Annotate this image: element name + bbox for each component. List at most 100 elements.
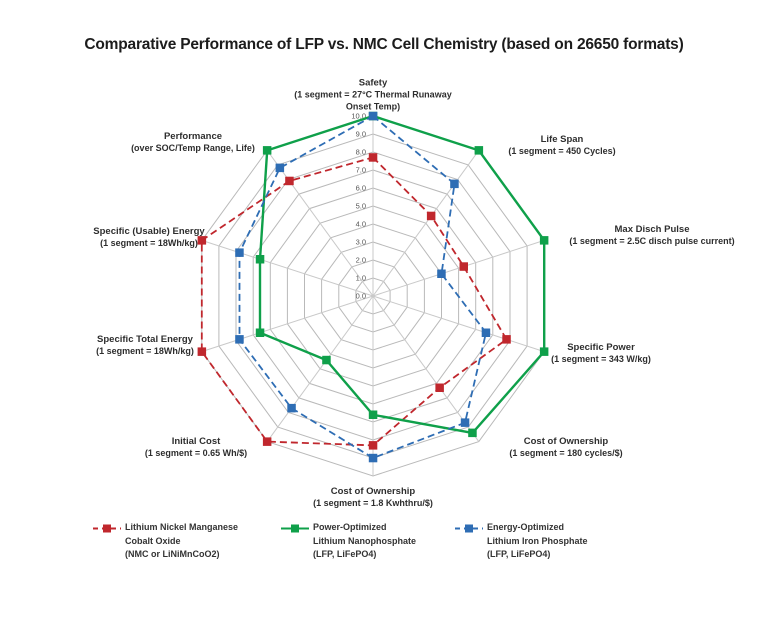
legend-marker-nmc-icon (93, 524, 121, 533)
axis-name: Safety (358, 77, 388, 89)
radial-tick-label: 2.0 (356, 256, 366, 265)
legend-label: Power-Optimized Lithium Nanophosphate (LFP… (313, 521, 416, 562)
axis-label-max-disch-pulse: Max Disch Pulse (1 segment = 2.5C disch p… (532, 224, 768, 248)
axis-name: Specific Total Energy (97, 334, 193, 346)
axis-label-safety: Safety (1 segment = 27°C Thermal Runaway … (286, 78, 461, 113)
axis-name: Initial Cost (171, 436, 221, 448)
axis-segment-note: (1 segment = 18Wh/kg) (100, 238, 198, 249)
series-nmc-marker (262, 437, 272, 446)
series-lfp-power-marker (255, 328, 265, 337)
radial-tick-label: 8.0 (356, 148, 366, 157)
axis-segment-note: (1 segment = 2.5C disch pulse current) (569, 236, 735, 247)
series-lfp-power-marker (539, 236, 549, 245)
legend-label: Energy-Optimized Lithium Iron Phosphate (L… (487, 521, 588, 562)
series-lfp-power-line (258, 114, 546, 435)
series-lfp-energy-marker (460, 418, 470, 427)
series-lfp-energy-marker (287, 403, 296, 413)
legend-label-line: (LFP, LiFePO4) (313, 549, 377, 559)
series-nmc-marker (435, 383, 444, 392)
axis-name: Life Span (540, 134, 584, 146)
radial-tick-label: 3.0 (356, 238, 366, 247)
series-nmc-marker (285, 176, 294, 186)
axis-segment-note: (1 segment = 27°C Thermal Runaway Onset … (294, 89, 452, 112)
radial-tick-label: 4.0 (356, 220, 366, 229)
axis-name: Specific Power (567, 342, 635, 354)
radial-tick-label: 9.0 (356, 130, 366, 139)
axis-segment-note: (1 segment = 343 W/kg) (551, 354, 651, 365)
axis-spoke (266, 150, 374, 297)
axis-name: Max Disch Pulse (614, 224, 690, 236)
axis-segment-note: (1 segment = 0.65 Wh/$) (144, 448, 248, 459)
chart-title: Comparative Performance of LFP vs. NMC C… (84, 36, 684, 53)
axis-segment-note: (1 segment = 450 Cycles) (508, 146, 616, 157)
legend-label-line: Power-Optimized (313, 522, 387, 532)
series-nmc-marker (502, 335, 511, 344)
series-lfp-power-marker (262, 146, 272, 155)
series-lfp-energy-marker (368, 453, 378, 463)
legend-entry-lfp-energy: Energy-Optimized Lithium Iron Phosphate (L… (455, 521, 588, 562)
legend-label-line: (NMC or LiNiMnCoO2) (125, 549, 220, 559)
legend-label-line: Lithium Iron Phosphate (487, 535, 588, 546)
axis-label-cost-of-ownership-cycles: Cost of Ownership (1 segment = 180 cycles… (471, 436, 661, 460)
axis-segment-note: (over SOC/Temp Range, Life) (131, 143, 255, 154)
series-nmc-marker (197, 236, 207, 245)
legend-marker-lfp-energy-icon (455, 524, 483, 533)
series-lfp-power-marker (255, 255, 265, 264)
radial-tick-label: 6.0 (356, 184, 366, 193)
radial-tick-label: 1.0 (356, 274, 366, 283)
axis-name: Performance (163, 131, 223, 143)
legend-label-line: Energy-Optimized (487, 522, 565, 532)
series-nmc-marker (368, 441, 378, 450)
legend-entry-nmc: Lithium Nickel Manganese Cobalt Oxide (NMC… (93, 521, 238, 562)
axis-spoke (372, 295, 480, 442)
legend-label: Lithium Nickel Manganese Cobalt Oxide (NMC… (125, 521, 238, 562)
series-lfp-power-marker (468, 428, 477, 438)
axis-label-specific-power: Specific Power (1 segment = 343 W/kg) (516, 342, 686, 366)
legend-label-line: (LFP, LiFePO4) (487, 549, 551, 559)
axis-spoke (372, 150, 480, 297)
axis-segment-note: (1 segment = 180 cycles/$) (509, 448, 623, 459)
axis-label-performance: Performance (over SOC/Temp Range, Life) (98, 131, 288, 155)
series-nmc-line (200, 156, 508, 447)
radial-tick-label: 7.0 (356, 166, 366, 175)
series-lfp-energy-marker (481, 328, 491, 337)
axis-spoke (201, 239, 374, 297)
series-lfp-energy-marker (450, 179, 459, 189)
series-lfp-energy-marker (235, 335, 244, 344)
axis-label-life-span: Life Span (1 segment = 450 Cycles) (467, 134, 657, 158)
radial-tick-label: 0.0 (356, 292, 366, 301)
radial-tick-label: 10.0 (351, 112, 366, 121)
series-lfp-power-marker (474, 146, 484, 155)
legend-label-line: Cobalt Oxide (125, 535, 181, 546)
axis-name: Specific (Usable) Energy (93, 226, 205, 238)
axis-label-specific-usable-energy: Specific (Usable) Energy (1 segment = 18W… (62, 226, 237, 250)
axis-spoke (372, 239, 545, 297)
series-lfp-power-marker (368, 410, 378, 419)
axis-spoke (201, 295, 374, 353)
radial-tick-label: 5.0 (356, 202, 366, 211)
series-nmc-marker (368, 153, 378, 162)
axis-spoke (266, 295, 374, 442)
axis-name: Cost of Ownership (330, 486, 416, 498)
legend-label-line: Lithium Nanophosphate (313, 535, 416, 546)
axis-label-cost-of-ownership-kwh: Cost of Ownership (1 segment = 1.8 Kwhthr… (268, 486, 478, 510)
series-nmc-marker (426, 211, 436, 221)
series-lfp-power-marker (322, 355, 331, 365)
series-lfp-energy-marker (368, 111, 378, 121)
series-lfp-power-marker (539, 347, 549, 356)
series-lfp-energy-marker (437, 269, 446, 278)
series-lfp-energy-marker (235, 248, 244, 257)
series-lfp-energy-marker (275, 163, 285, 173)
series-lfp-energy-line (238, 114, 487, 459)
series-nmc-marker (197, 347, 207, 356)
axis-name: Cost of Ownership (523, 436, 609, 448)
legend-label-line: Lithium Nickel Manganese (125, 522, 239, 532)
axis-label-initial-cost: Initial Cost (1 segment = 0.65 Wh/$) (104, 436, 289, 460)
axis-label-specific-total-energy: Specific Total Energy (1 segment = 18Wh/k… (63, 334, 228, 358)
axis-segment-note: (1 segment = 18Wh/kg) (96, 346, 194, 357)
axis-spoke (372, 295, 545, 353)
series-nmc-marker (459, 262, 468, 271)
legend-entry-lfp-power: Power-Optimized Lithium Nanophosphate (LFP… (281, 521, 416, 562)
